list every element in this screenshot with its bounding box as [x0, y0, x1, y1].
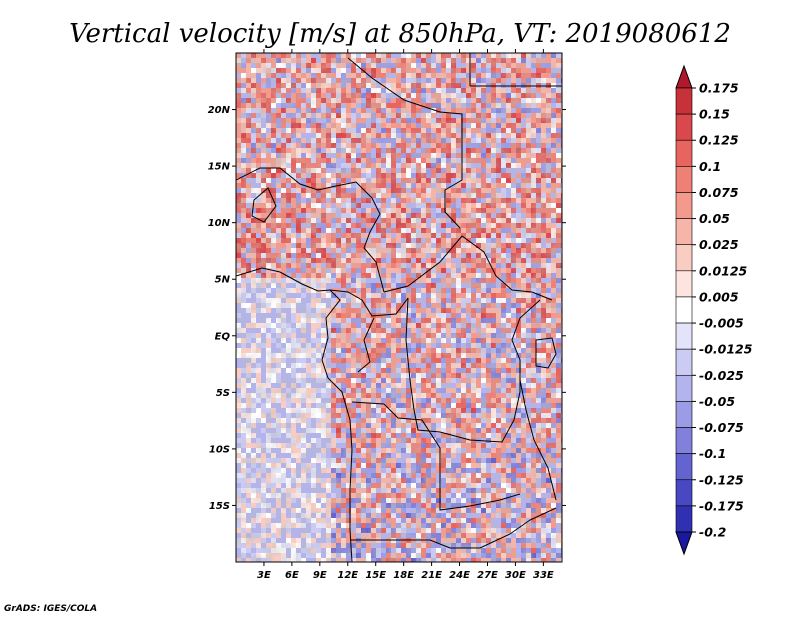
velocity-field [236, 53, 562, 562]
chart-title: Vertical velocity [m/s] at 850hPa, VT: 2… [69, 19, 731, 49]
